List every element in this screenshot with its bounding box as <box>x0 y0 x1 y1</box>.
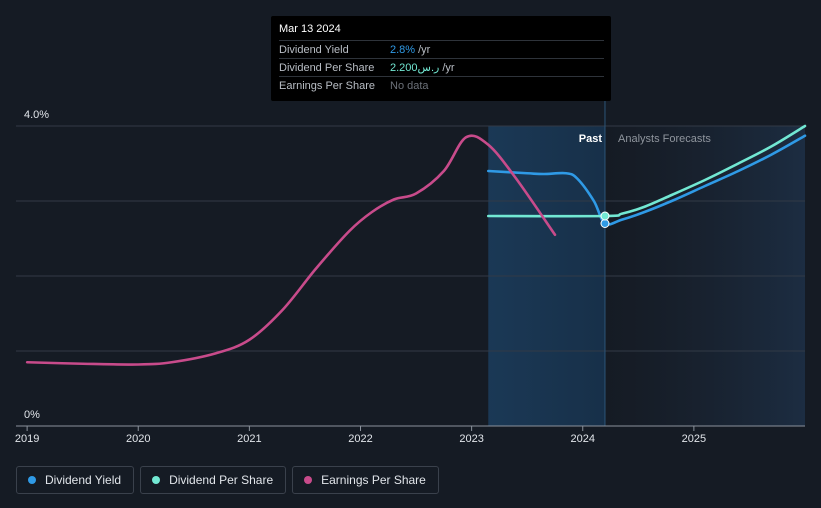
legend-dividend-per-share[interactable]: Dividend Per Share <box>140 466 287 494</box>
x-tick-label: 2024 <box>571 433 595 445</box>
x-tick-label: 2020 <box>126 433 150 445</box>
x-tick-label: 2025 <box>682 433 706 445</box>
marker-dividend-per-share <box>600 211 610 221</box>
tooltip-row-value: No data <box>390 79 429 92</box>
tooltip-row-value: 2.200ر.س <box>390 62 440 74</box>
series-line-dividend-yield <box>486 134 807 226</box>
legend-label: Dividend Per Share <box>169 473 274 487</box>
tooltip-date: Mar 13 2024 <box>279 23 341 35</box>
legend-dividend-yield[interactable]: Dividend Yield <box>16 466 135 494</box>
legend-label: Dividend Yield <box>45 473 122 487</box>
legend-earnings-per-share[interactable]: Earnings Per Share <box>292 466 439 494</box>
legend-dot-icon <box>28 476 36 484</box>
forecast-label: Analysts Forecasts <box>618 133 711 145</box>
x-tick-label: 2023 <box>459 433 483 445</box>
marker-dividend-yield <box>600 219 610 228</box>
tooltip-row-unit: /yr <box>442 61 455 74</box>
legend-label: Earnings Per Share <box>321 473 426 487</box>
x-tick-label: 2022 <box>348 433 372 445</box>
legend-dot-icon <box>304 476 313 484</box>
tooltip-row-name: Dividend Yield <box>279 43 349 56</box>
tooltip-row-name: Dividend Per Share <box>279 61 375 74</box>
tooltip-row-dividend-per-share: Dividend Per Share 2.200ر.س /yr <box>279 58 604 76</box>
y-label-top: 4.0% <box>24 109 49 121</box>
hover-tooltip: Mar 13 2024 Dividend Yield 2.8% /yr Divi… <box>271 16 611 101</box>
tooltip-row-name: Earnings Per Share <box>279 79 375 92</box>
x-tick-label: 2019 <box>15 433 39 445</box>
series-line-earnings-per-share <box>25 134 557 366</box>
tooltip-row-earnings-per-share: Earnings Per Share No data <box>279 76 604 94</box>
tooltip-row-value: 2.8% <box>390 43 416 56</box>
legend-dot-icon <box>152 476 161 484</box>
past-label: Past <box>579 133 603 145</box>
tooltip-row-dividend-yield: Dividend Yield 2.8% /yr <box>279 40 604 58</box>
chart-legend: Dividend Yield Dividend Per Share Earnin… <box>16 466 439 494</box>
x-tick-label: 2021 <box>237 433 261 445</box>
y-label-bottom: 0% <box>24 409 40 421</box>
tooltip-row-unit: /yr <box>418 43 431 56</box>
